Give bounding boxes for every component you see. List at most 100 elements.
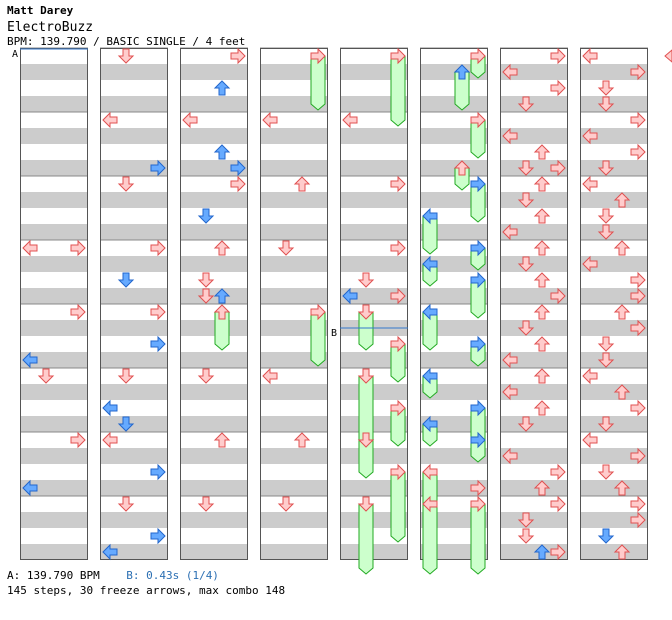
- beat-stripe: [260, 128, 328, 144]
- beat-stripe: [580, 192, 648, 208]
- left-arrow-icon: [502, 383, 518, 401]
- arrow-layer: [22, 47, 646, 561]
- freeze-layer: [214, 55, 486, 575]
- beat-stripe: [100, 224, 168, 240]
- beat-stripe: [20, 512, 88, 528]
- down-arrow-icon: [597, 416, 615, 432]
- chart-grid: [20, 47, 648, 560]
- up-arrow-icon: [533, 400, 551, 416]
- down-arrow-icon: [357, 368, 375, 384]
- beat-stripe: [20, 544, 88, 560]
- chart-column: [580, 47, 648, 560]
- down-arrow-icon: [197, 496, 215, 512]
- beat-stripe: [100, 288, 168, 304]
- right-arrow-icon: [390, 287, 406, 305]
- right-arrow-icon: [150, 527, 166, 545]
- left-arrow-icon: [342, 287, 358, 305]
- beat-stripe: [500, 96, 568, 112]
- left-arrow-icon: [102, 431, 118, 449]
- beat-stripe: [180, 320, 248, 336]
- left-arrow-icon: [182, 111, 198, 129]
- left-arrow-icon: [422, 367, 438, 385]
- left-arrow-icon: [582, 255, 598, 273]
- beat-stripe: [180, 512, 248, 528]
- bpm-marker-label: A: [12, 49, 18, 60]
- left-arrow-icon: [422, 463, 438, 481]
- beat-stripe: [100, 128, 168, 144]
- right-arrow-icon: [630, 447, 646, 465]
- beat-stripe: [100, 192, 168, 208]
- up-arrow-icon: [613, 544, 631, 560]
- beat-stripe: [580, 96, 648, 112]
- beat-stripe: [100, 512, 168, 528]
- left-arrow-icon: [422, 495, 438, 513]
- right-arrow-icon: [550, 287, 566, 305]
- left-arrow-icon: [582, 367, 598, 385]
- down-arrow-icon: [197, 272, 215, 288]
- beat-stripe: [580, 256, 648, 272]
- down-arrow-icon: [197, 208, 215, 224]
- beat-stripe: [500, 320, 568, 336]
- beat-stripe: [260, 192, 328, 208]
- beat-stripe: [100, 320, 168, 336]
- down-arrow-icon: [517, 96, 535, 112]
- chart-column: [260, 47, 328, 560]
- right-arrow-icon: [70, 303, 86, 321]
- column-border: [180, 48, 248, 560]
- beat-stripe: [500, 448, 568, 464]
- right-arrow-icon: [630, 271, 646, 289]
- beat-stripe: [500, 160, 568, 176]
- down-arrow-icon: [357, 272, 375, 288]
- beat-stripe: [100, 256, 168, 272]
- right-arrow-icon: [70, 239, 86, 257]
- up-arrow-icon: [533, 144, 551, 160]
- beat-stripe: [180, 352, 248, 368]
- up-arrow-icon: [453, 160, 471, 176]
- beat-stripe: [420, 160, 488, 176]
- beat-stripe: [180, 416, 248, 432]
- up-arrow-icon: [213, 304, 231, 320]
- up-arrow-icon: [533, 368, 551, 384]
- beat-stripe: [340, 256, 408, 272]
- right-arrow-icon: [470, 399, 486, 417]
- right-arrow-icon: [150, 239, 166, 257]
- right-arrow-icon: [630, 111, 646, 129]
- beat-stripe: [180, 384, 248, 400]
- freeze-arrow-tail: [310, 55, 326, 111]
- right-arrow-icon: [390, 399, 406, 417]
- down-arrow-icon: [597, 224, 615, 240]
- beat-stripe: [20, 224, 88, 240]
- down-arrow-icon: [357, 496, 375, 512]
- beat-stripe: [500, 128, 568, 144]
- up-arrow-icon: [533, 272, 551, 288]
- down-arrow-icon: [517, 512, 535, 528]
- beat-stripe: [180, 192, 248, 208]
- beat-stripe: [20, 416, 88, 432]
- beat-stripe: [580, 416, 648, 432]
- right-arrow-icon: [390, 175, 406, 193]
- beat-stripe: [20, 192, 88, 208]
- column-border: [580, 48, 648, 560]
- beat-stripe: [260, 288, 328, 304]
- right-arrow-icon: [310, 303, 326, 321]
- right-arrow-icon: [470, 47, 486, 65]
- right-arrow-icon: [70, 431, 86, 449]
- right-arrow-icon: [630, 319, 646, 337]
- column-border: [340, 48, 408, 560]
- beat-stripe: [580, 64, 648, 80]
- beat-stripe: [180, 160, 248, 176]
- right-arrow-icon: [630, 287, 646, 305]
- beat-stripe: [500, 416, 568, 432]
- right-arrow-icon: [150, 463, 166, 481]
- left-arrow-icon: [262, 367, 278, 385]
- song-title: ElectroBuzz: [7, 20, 94, 35]
- right-arrow-icon: [150, 303, 166, 321]
- beat-stripe: [180, 288, 248, 304]
- right-arrow-icon: [470, 271, 486, 289]
- beat-stripe: [580, 480, 648, 496]
- down-arrow-icon: [517, 160, 535, 176]
- left-arrow-icon: [502, 351, 518, 369]
- up-arrow-icon: [213, 80, 231, 96]
- up-arrow-icon: [213, 240, 231, 256]
- right-arrow-icon: [550, 543, 566, 561]
